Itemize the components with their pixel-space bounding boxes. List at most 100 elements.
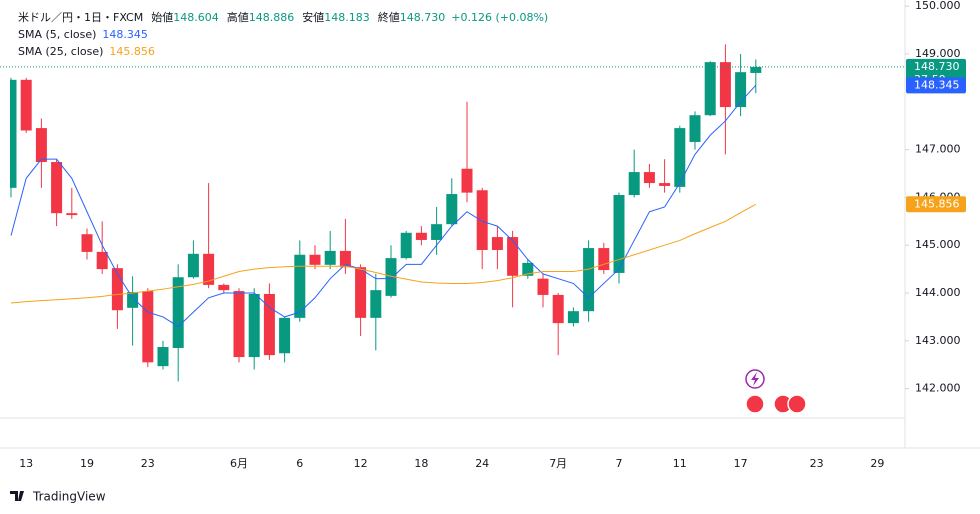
x-tick-label: 18: [414, 457, 428, 470]
x-tick-label: 29: [870, 457, 884, 470]
candle-body: [10, 79, 17, 188]
candle-body: [142, 291, 154, 363]
candle-body: [187, 253, 199, 278]
y-tick-label: 145.000: [915, 238, 961, 251]
header: 米ドル／円・1日・FXCM 始値148.604 高値148.886 安値148.183…: [18, 10, 548, 58]
y-tick-label: 143.000: [915, 334, 961, 347]
ohlc-label: 高値: [227, 10, 249, 24]
candle-body: [583, 248, 595, 312]
logo: TradingView: [10, 490, 106, 504]
candle-body: [704, 62, 716, 116]
x-tick-label: 23: [810, 457, 824, 470]
price-label: 148.730: [914, 60, 960, 73]
candle-body: [279, 317, 291, 354]
candle-body: [157, 347, 169, 367]
x-tick-label: 11: [673, 457, 687, 470]
candle-body: [233, 291, 245, 358]
candle-body: [613, 195, 625, 273]
candle-body: [81, 234, 93, 252]
legend-entry: SMA (5, close) 148.345: [18, 28, 148, 41]
ohlc-value: 148.604: [173, 11, 219, 24]
y-tick-label: 142.000: [915, 382, 961, 395]
candle-body: [355, 267, 367, 318]
candle-body: [659, 183, 671, 186]
x-tick-label: 6: [296, 457, 303, 470]
candle-body: [567, 311, 579, 324]
legend-value: 145.856: [109, 45, 155, 58]
x-tick-label: 7月: [549, 457, 567, 470]
candle-body: [415, 232, 427, 240]
candle-body: [643, 172, 655, 184]
x-tick-label: 23: [141, 457, 155, 470]
candle-body: [203, 253, 215, 285]
y-tick-label: 149.000: [915, 47, 961, 60]
candle-body: [263, 293, 275, 356]
legend-entry: SMA (25, close) 145.856: [18, 45, 155, 58]
sma-line: [10, 84, 757, 328]
candle-body: [507, 237, 519, 276]
candle-body: [248, 293, 260, 358]
candle-body: [309, 254, 321, 265]
candle-body: [735, 72, 747, 108]
legend-value: 148.345: [102, 28, 148, 41]
candle-body: [552, 294, 564, 324]
legend-name: SMA (25, close): [18, 45, 103, 58]
candle-body: [370, 290, 382, 318]
candle-body: [431, 224, 443, 240]
candle-body: [719, 62, 731, 108]
price-label: 145.856: [914, 197, 960, 210]
candle-body: [20, 79, 32, 131]
candle-body: [628, 172, 640, 196]
candle-body: [172, 277, 184, 348]
candle-body: [96, 251, 108, 270]
header-line: 米ドル／円・1日・FXCM 始値148.604 高値148.886 安値148.183…: [18, 10, 548, 24]
candle-body: [461, 168, 473, 193]
candle-body: [537, 278, 549, 295]
ohlc-value: 148.730: [400, 11, 446, 24]
plot: [10, 44, 762, 382]
candle-body: [111, 268, 123, 311]
candle-body: [522, 262, 534, 276]
candle-body: [339, 250, 351, 268]
candle-body: [127, 292, 139, 308]
x-tick-label: 13: [19, 457, 33, 470]
ohlc-label: 安値: [302, 10, 324, 24]
candle-body: [598, 248, 610, 271]
event-icons: [745, 369, 807, 414]
ohlc-value: 148.183: [324, 11, 370, 24]
candle-body: [294, 254, 306, 318]
price-label-box: [906, 77, 966, 94]
candle-body: [324, 250, 336, 265]
candle-body: [750, 66, 762, 73]
sma-line: [10, 203, 757, 304]
y-tick-label: 147.000: [915, 143, 961, 156]
candle-body: [491, 237, 503, 250]
candle-body: [385, 258, 397, 296]
brand: TradingView: [32, 490, 106, 504]
price-label-box: [906, 196, 966, 213]
x-tick-label: 24: [475, 457, 489, 470]
x-tick-label: 19: [80, 457, 94, 470]
candle-body: [674, 128, 686, 187]
candle-body: [476, 190, 488, 250]
candle-body: [35, 128, 47, 163]
flag-icon: [787, 394, 807, 414]
symbol: 米ドル／円・1日・FXCM: [18, 11, 143, 24]
event-icon: [751, 372, 759, 386]
candle-body: [51, 162, 63, 214]
candle-body: [66, 213, 78, 216]
ohlc-label: 始値: [151, 10, 173, 24]
ohlc-label: 終値: [378, 10, 400, 24]
candle-body: [689, 115, 701, 142]
candle-body: [400, 232, 412, 259]
x-tick-label: 7: [616, 457, 623, 470]
x-tick-label: 6月: [230, 457, 248, 470]
candle-body: [446, 194, 458, 225]
logo-icon: [10, 491, 24, 501]
x-tick-label: 17: [734, 457, 748, 470]
price-label: 148.345: [914, 78, 960, 91]
change: +0.126 (+0.08%): [451, 11, 548, 24]
candle-body: [218, 284, 230, 291]
y-tick-label: 150.000: [915, 0, 961, 12]
x-tick-label: 12: [354, 457, 368, 470]
